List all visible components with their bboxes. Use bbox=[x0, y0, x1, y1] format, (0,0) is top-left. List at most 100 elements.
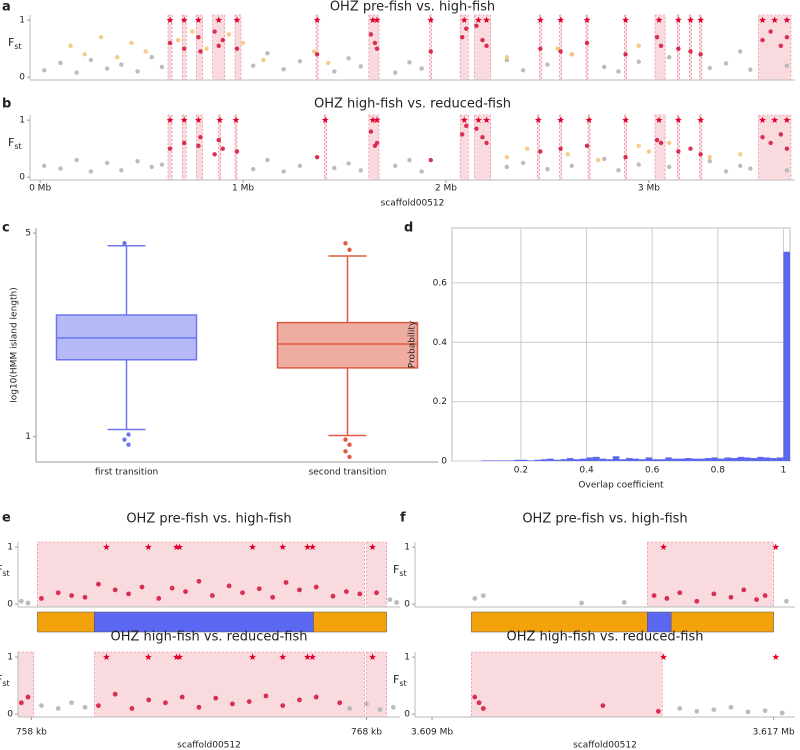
point bbox=[677, 590, 683, 596]
y-axis-label-main: F bbox=[0, 563, 2, 576]
point bbox=[524, 146, 530, 151]
point bbox=[760, 37, 765, 43]
point bbox=[42, 68, 47, 73]
bar bbox=[763, 457, 771, 461]
point bbox=[484, 43, 489, 48]
point bbox=[464, 26, 469, 31]
point bbox=[754, 597, 759, 602]
star bbox=[369, 16, 377, 24]
y-axis-label: Fst bbox=[393, 673, 407, 688]
bar bbox=[711, 457, 718, 461]
star bbox=[783, 16, 791, 24]
bar bbox=[658, 459, 666, 461]
outlier bbox=[347, 454, 352, 460]
x-tick-label: 768 kb bbox=[351, 728, 382, 738]
point bbox=[368, 129, 374, 134]
star bbox=[309, 543, 316, 551]
point bbox=[711, 707, 717, 712]
point bbox=[651, 593, 657, 598]
point bbox=[313, 694, 319, 700]
point bbox=[297, 163, 303, 168]
point bbox=[723, 61, 729, 66]
bar bbox=[783, 251, 790, 461]
star bbox=[232, 116, 240, 124]
point bbox=[460, 35, 465, 40]
y-tick-label: 1 bbox=[7, 653, 13, 663]
point bbox=[251, 166, 256, 172]
point bbox=[728, 704, 734, 710]
x-tick-label: 758 kb bbox=[16, 728, 47, 738]
point bbox=[666, 54, 672, 60]
star bbox=[309, 653, 316, 661]
y-tick-label: 0 bbox=[441, 457, 447, 467]
point bbox=[280, 703, 286, 708]
star bbox=[674, 16, 682, 24]
bar bbox=[527, 460, 535, 461]
star bbox=[536, 16, 544, 24]
point bbox=[472, 694, 478, 700]
point bbox=[779, 710, 785, 716]
star bbox=[687, 16, 694, 24]
y-tick-label: 0 bbox=[7, 710, 13, 720]
y-axis-label-sub: st bbox=[2, 678, 9, 687]
star bbox=[475, 116, 482, 124]
point bbox=[545, 62, 550, 67]
point bbox=[636, 162, 641, 167]
point bbox=[768, 140, 773, 146]
point bbox=[688, 146, 693, 151]
star bbox=[772, 653, 780, 661]
point bbox=[96, 581, 101, 587]
point bbox=[68, 43, 73, 48]
star bbox=[180, 116, 188, 124]
island bbox=[234, 114, 238, 181]
star bbox=[622, 16, 629, 24]
star bbox=[249, 653, 256, 661]
point bbox=[760, 135, 765, 140]
star bbox=[759, 116, 766, 124]
x-tick-label: 3.609 Mb bbox=[411, 728, 453, 738]
state-segment bbox=[37, 611, 95, 633]
star bbox=[557, 16, 565, 24]
island bbox=[689, 14, 692, 81]
bar bbox=[730, 458, 738, 461]
y-axis-label-main: F bbox=[0, 673, 2, 686]
point bbox=[196, 704, 202, 710]
point bbox=[139, 584, 145, 590]
y-tick-label: 1 bbox=[404, 653, 410, 663]
point bbox=[112, 691, 118, 697]
point bbox=[25, 694, 31, 700]
star bbox=[475, 16, 482, 24]
point bbox=[129, 706, 135, 711]
point bbox=[281, 169, 286, 174]
y-tick-label: 1 bbox=[7, 543, 13, 553]
star bbox=[655, 16, 663, 24]
island bbox=[167, 14, 173, 81]
star bbox=[771, 116, 779, 124]
star bbox=[216, 116, 224, 124]
y-tick-label: 0.6 bbox=[433, 278, 448, 288]
bar bbox=[599, 458, 607, 461]
point bbox=[179, 694, 185, 700]
island bbox=[459, 14, 469, 81]
star bbox=[103, 543, 110, 551]
bar bbox=[520, 459, 528, 461]
bar bbox=[586, 457, 594, 461]
point bbox=[707, 65, 712, 71]
star bbox=[585, 116, 593, 124]
point bbox=[569, 52, 574, 57]
point bbox=[55, 590, 61, 596]
bar bbox=[579, 458, 587, 461]
bar bbox=[625, 458, 633, 461]
point bbox=[220, 37, 225, 43]
point bbox=[190, 29, 195, 34]
point bbox=[167, 40, 173, 46]
island bbox=[196, 14, 203, 81]
point bbox=[707, 158, 712, 164]
point bbox=[126, 591, 131, 597]
point bbox=[74, 70, 79, 75]
point bbox=[377, 707, 383, 712]
y-tick-label: 0.4 bbox=[433, 338, 448, 348]
point bbox=[216, 43, 221, 48]
point bbox=[623, 52, 628, 57]
point bbox=[520, 160, 526, 166]
